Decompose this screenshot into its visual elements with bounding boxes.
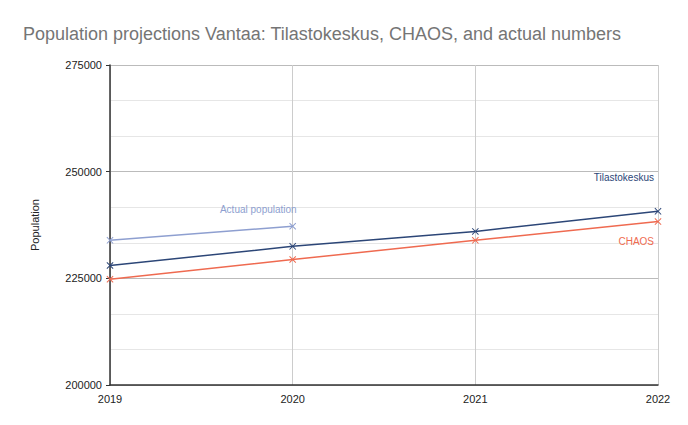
svg-text:275000: 275000 [65,59,102,71]
svg-text:Population: Population [29,199,41,251]
svg-text:2020: 2020 [280,393,304,405]
svg-text:Population projections Vantaa:: Population projections Vantaa: Tilastoke… [23,24,621,44]
svg-text:250000: 250000 [65,166,102,178]
svg-text:Actual population: Actual population [220,204,297,215]
svg-text:2019: 2019 [98,393,122,405]
svg-text:225000: 225000 [65,272,102,284]
svg-text:200000: 200000 [65,379,102,391]
svg-text:2021: 2021 [463,393,487,405]
svg-text:2022: 2022 [646,393,670,405]
svg-text:Tilastokeskus: Tilastokeskus [594,172,654,183]
svg-text:CHAOS: CHAOS [618,236,654,247]
